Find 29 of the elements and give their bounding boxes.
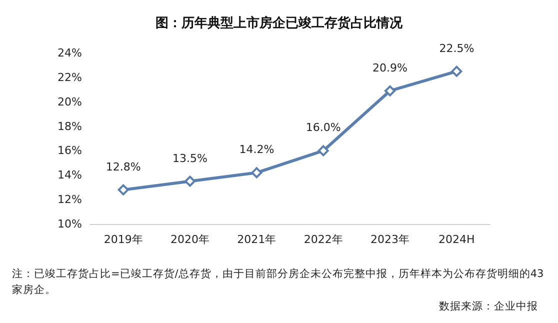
y-tick-label: 18% xyxy=(58,120,82,133)
data-label: 14.2% xyxy=(239,143,274,156)
y-tick-label: 10% xyxy=(58,218,82,230)
y-tick-label: 24% xyxy=(58,46,82,60)
data-label: 12.8% xyxy=(106,160,141,174)
x-tick-label: 2022年 xyxy=(304,233,343,246)
y-tick-label: 22% xyxy=(58,70,82,84)
x-tick-label: 2019年 xyxy=(104,233,143,246)
y-tick-label: 20% xyxy=(58,95,82,108)
point xyxy=(251,167,262,178)
point xyxy=(184,176,196,187)
source-note: 数据来源：企业中报 xyxy=(439,300,538,312)
data-label: 13.5% xyxy=(172,152,208,165)
y-tick-label: 12% xyxy=(58,193,82,206)
x-tick-label: 2024H xyxy=(438,233,475,246)
y-tick-label: 14% xyxy=(58,168,82,182)
point xyxy=(118,184,129,196)
chart-title: 图：历年典型上市房企已竣工存货占比情况 xyxy=(156,15,404,31)
x-tick-label: 2021年 xyxy=(237,233,276,246)
point xyxy=(318,145,329,156)
y-tick-label: 16% xyxy=(58,144,82,158)
point xyxy=(384,85,396,96)
data-label: 16.0% xyxy=(306,121,341,134)
text: 注：已竣工存货占比=已竣工存货/总存货，由于目前部分房企未公布完整中报，历年样本为公布存货明细的43家房企。 xyxy=(12,267,544,296)
x-tick-label: 2020年 xyxy=(170,233,210,246)
data-label: 22.5% xyxy=(439,42,474,55)
data-label: 20.9% xyxy=(372,61,408,74)
point xyxy=(451,66,462,77)
x-tick-label: 2023年 xyxy=(370,233,410,246)
